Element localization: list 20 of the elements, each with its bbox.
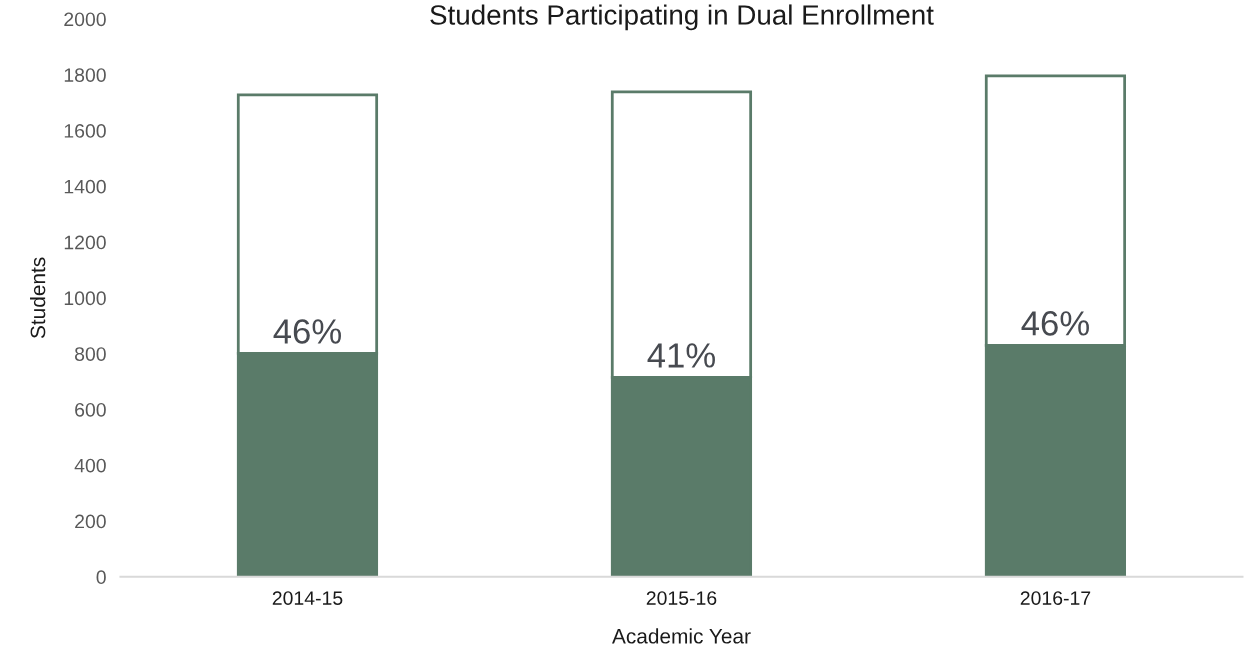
x-tick-label: 2015-16: [646, 591, 717, 605]
annotation: 46%: [273, 319, 341, 344]
y-tick-label: 1000: [64, 291, 106, 306]
y-tick-label: 2000: [64, 12, 106, 27]
x-tick-label: 2016-17: [1020, 591, 1091, 605]
x-tick-label: 2014-15: [272, 591, 343, 605]
y-tick-label: 400: [74, 458, 106, 473]
y-tick-label: 0: [96, 570, 106, 585]
y-tick-label: 800: [75, 347, 106, 361]
x-axis-title: Academic Year: [612, 628, 751, 644]
y-tick-label: 600: [75, 402, 106, 417]
y-tick-label: 1400: [64, 179, 106, 194]
y-axis-title: Students: [30, 257, 46, 339]
annotation: 46%: [1021, 311, 1089, 336]
y-tick-label: 1800: [64, 68, 106, 82]
annotation: 41%: [647, 343, 715, 368]
y-tick-label: 1200: [64, 235, 106, 250]
y-tick-label: 1600: [64, 124, 106, 138]
y-tick-label: 200: [75, 514, 106, 529]
chart-title: Students Participating in Dual Enrollment: [430, 4, 934, 31]
